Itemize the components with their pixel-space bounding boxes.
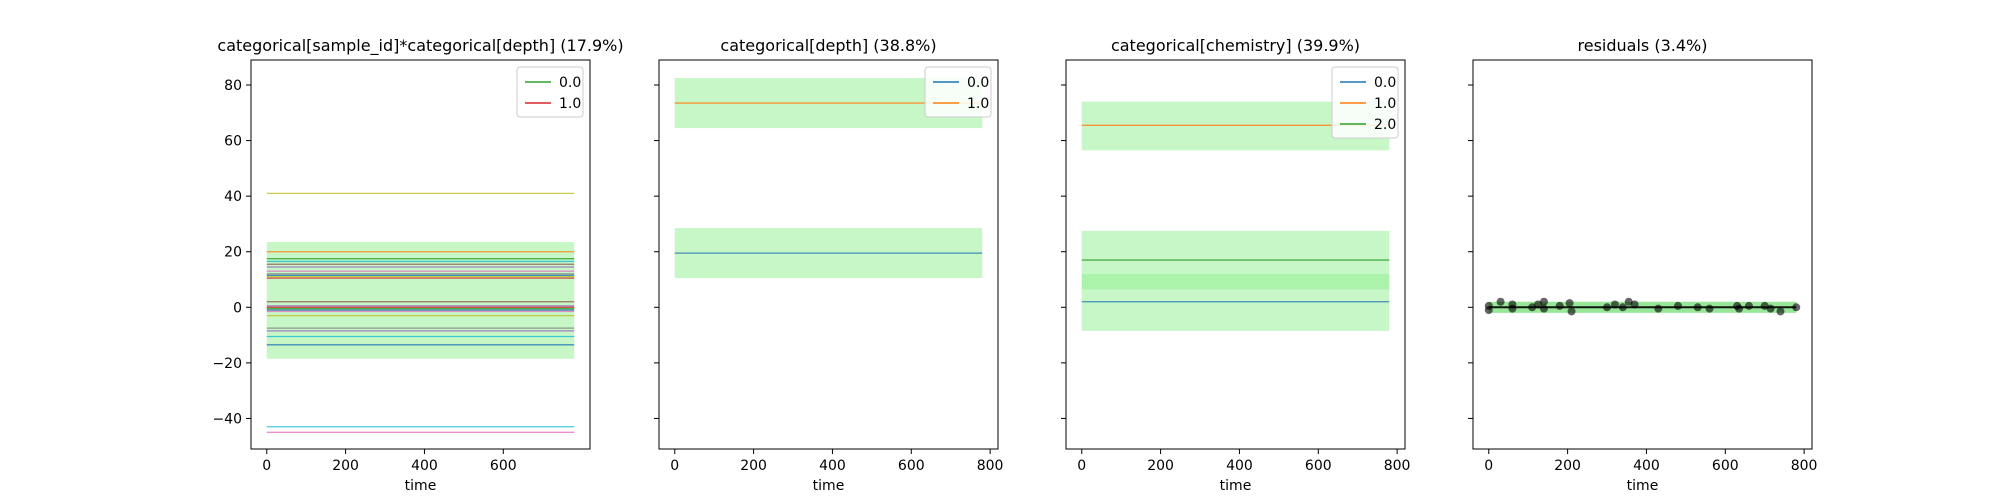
- x-axis-label: time: [1220, 478, 1252, 494]
- data-point: [1735, 304, 1744, 313]
- x-axis-label: time: [405, 478, 437, 494]
- legend-label: 0.0: [1374, 75, 1396, 91]
- data-point: [1484, 306, 1493, 315]
- legend-label: 2.0: [1374, 117, 1396, 133]
- chart-title: categorical[sample_id]*categorical[depth…: [217, 36, 623, 56]
- x-tick-label: 0: [262, 458, 271, 474]
- x-tick-label: 600: [1712, 458, 1739, 474]
- x-tick-label: 800: [977, 458, 1004, 474]
- x-tick-label: 200: [332, 458, 359, 474]
- confidence-band: [1081, 273, 1390, 331]
- x-tick-label: 400: [819, 458, 846, 474]
- x-tick-label: 400: [411, 458, 438, 474]
- y-tick-label: −40: [212, 411, 242, 427]
- legend-box: [516, 66, 584, 118]
- x-tick-label: 600: [898, 458, 925, 474]
- legend-label: 0.0: [967, 75, 989, 91]
- chart-title: residuals (3.4%): [1578, 36, 1708, 55]
- data-point: [1565, 299, 1574, 308]
- x-axis-label: time: [1627, 478, 1659, 494]
- subplot-1: 0 200 400 600 −40 −20 0 20 40 60 80 categorical[sam…: [212, 36, 623, 494]
- data-point: [1539, 304, 1548, 313]
- chart-title: categorical[depth] (38.8%): [720, 36, 936, 55]
- legend-label: 1.0: [967, 96, 989, 112]
- data-point: [1766, 304, 1775, 313]
- axes-frame: [250, 59, 591, 450]
- y-tick-label: 0: [233, 300, 242, 316]
- data-point: [1744, 301, 1753, 310]
- data-point: [1508, 304, 1517, 313]
- legend: 0.01.0: [924, 66, 992, 118]
- x-tick-label: 600: [1305, 458, 1332, 474]
- x-tick-label: 200: [1147, 458, 1174, 474]
- x-tick-label: 200: [1554, 458, 1581, 474]
- axes-frame: [1065, 59, 1406, 450]
- data-point: [1567, 307, 1576, 316]
- confidence-band: [266, 241, 575, 359]
- x-tick-label: 800: [1384, 458, 1411, 474]
- data-point: [1539, 297, 1548, 306]
- data-point: [1705, 304, 1714, 313]
- data-point: [1654, 304, 1663, 313]
- data-point: [1673, 301, 1682, 310]
- data-point: [1630, 300, 1639, 309]
- chart-title: categorical[chemistry] (39.9%): [1111, 36, 1360, 55]
- y-tick-label: 20: [224, 245, 242, 261]
- legend-label: 1.0: [559, 96, 581, 112]
- legend-label: 0.0: [559, 75, 581, 91]
- subplot-2: 0 200 400 600 800 categorical[depth] (38.8%) t…: [654, 36, 1003, 494]
- x-tick-label: 400: [1226, 458, 1253, 474]
- axes-frame: [658, 59, 999, 450]
- x-tick-label: 0: [1484, 458, 1493, 474]
- x-tick-label: 800: [1791, 458, 1818, 474]
- data-point: [1603, 303, 1612, 312]
- x-tick-label: 0: [670, 458, 679, 474]
- data-point: [1776, 307, 1785, 316]
- data-point: [1496, 297, 1505, 306]
- subplot-4: 0 200 400 600 800 residuals (3.4%) time: [1468, 36, 1817, 494]
- y-tick-label: −20: [212, 356, 242, 372]
- y-tick-label: 60: [224, 134, 242, 150]
- data-point: [1792, 303, 1801, 312]
- legend: 0.0 1.0 2.0: [1331, 66, 1399, 139]
- axes-frame: [1472, 59, 1813, 450]
- x-tick-label: 400: [1633, 458, 1660, 474]
- y-tick-label: 80: [224, 78, 242, 94]
- legend-box: [924, 66, 992, 118]
- legend: 0.01.0: [516, 66, 584, 118]
- legend-label: 1.0: [1374, 96, 1396, 112]
- y-tick-label: 40: [224, 189, 242, 205]
- subplot-3: 0 200 400 600 800 categorical[chemistry] (39.…: [1061, 36, 1410, 494]
- data-point: [1555, 301, 1564, 310]
- x-tick-label: 200: [740, 458, 767, 474]
- x-tick-label: 0: [1077, 458, 1086, 474]
- x-axis-label: time: [813, 478, 845, 494]
- x-tick-label: 600: [490, 458, 517, 474]
- data-point: [1610, 300, 1619, 309]
- data-point: [1693, 303, 1702, 312]
- data-point: [1618, 303, 1627, 312]
